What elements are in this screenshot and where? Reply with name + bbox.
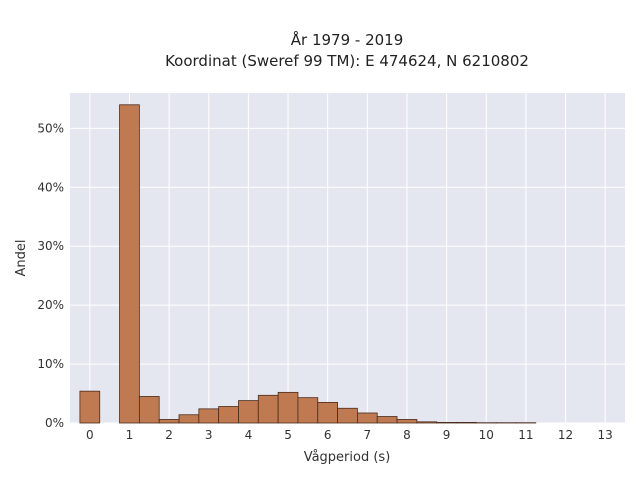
- y-tick-label: 20%: [37, 298, 64, 312]
- x-tick-label: 1: [126, 428, 134, 442]
- x-tick-label: 4: [245, 428, 253, 442]
- x-axis-ticks: 0 1 2 3 4 5 6 7 8 9 10 11 12 13: [86, 428, 613, 442]
- grid-lines: [70, 93, 625, 424]
- x-tick-label: 6: [324, 428, 332, 442]
- y-tick-label: 40%: [37, 180, 64, 194]
- histogram-bar-1: [119, 104, 140, 424]
- histogram-bars: [79, 104, 537, 424]
- histogram-bar-14: [376, 416, 398, 424]
- plot-area: [70, 93, 625, 423]
- x-tick-label: 7: [364, 428, 372, 442]
- x-tick-label: 10: [479, 428, 494, 442]
- y-tick-label: 30%: [37, 239, 64, 253]
- x-tick-label: 12: [558, 428, 573, 442]
- y-tick-label: 10%: [37, 357, 64, 371]
- histogram-bar-12: [337, 407, 358, 424]
- histogram-bar-4: [178, 414, 200, 424]
- y-axis-ticks: 0% 10% 20% 30% 40% 50%: [37, 121, 64, 430]
- chart-title-line-1: År 1979 - 2019: [291, 30, 404, 49]
- histogram-bar-18: [456, 422, 477, 424]
- histogram-bar-0: [79, 390, 101, 424]
- x-tick-label: 3: [205, 428, 213, 442]
- x-tick-label: 9: [443, 428, 451, 442]
- x-tick-label: 5: [284, 428, 292, 442]
- histogram-bar-11: [317, 401, 338, 424]
- y-tick-label: 0%: [45, 416, 64, 430]
- histogram-bar-5: [198, 408, 220, 424]
- x-tick-label: 11: [518, 428, 533, 442]
- histogram-bar-8: [257, 394, 279, 424]
- y-axis-label: Andel: [14, 240, 29, 277]
- histogram-bar-9: [277, 391, 299, 424]
- histogram-bar-17: [436, 422, 457, 424]
- histogram-bar-3: [158, 419, 180, 424]
- chart-title-line-2: Koordinat (Sweref 99 TM): E 474624, N 62…: [165, 52, 529, 70]
- histogram-bar-15: [396, 419, 418, 424]
- x-tick-label: 2: [165, 428, 173, 442]
- x-tick-label: 0: [86, 428, 94, 442]
- histogram-bar-13: [357, 412, 378, 424]
- histogram-bar-10: [297, 397, 319, 424]
- histogram-bar-6: [218, 406, 239, 424]
- histogram-bar-7: [238, 400, 259, 424]
- histogram-bar-2: [138, 396, 160, 424]
- y-tick-label: 50%: [37, 121, 64, 135]
- histogram-bar-16: [416, 421, 438, 424]
- x-tick-label: 13: [598, 428, 613, 442]
- x-tick-label: 8: [403, 428, 411, 442]
- x-axis-label: Vågperiod (s): [304, 450, 391, 465]
